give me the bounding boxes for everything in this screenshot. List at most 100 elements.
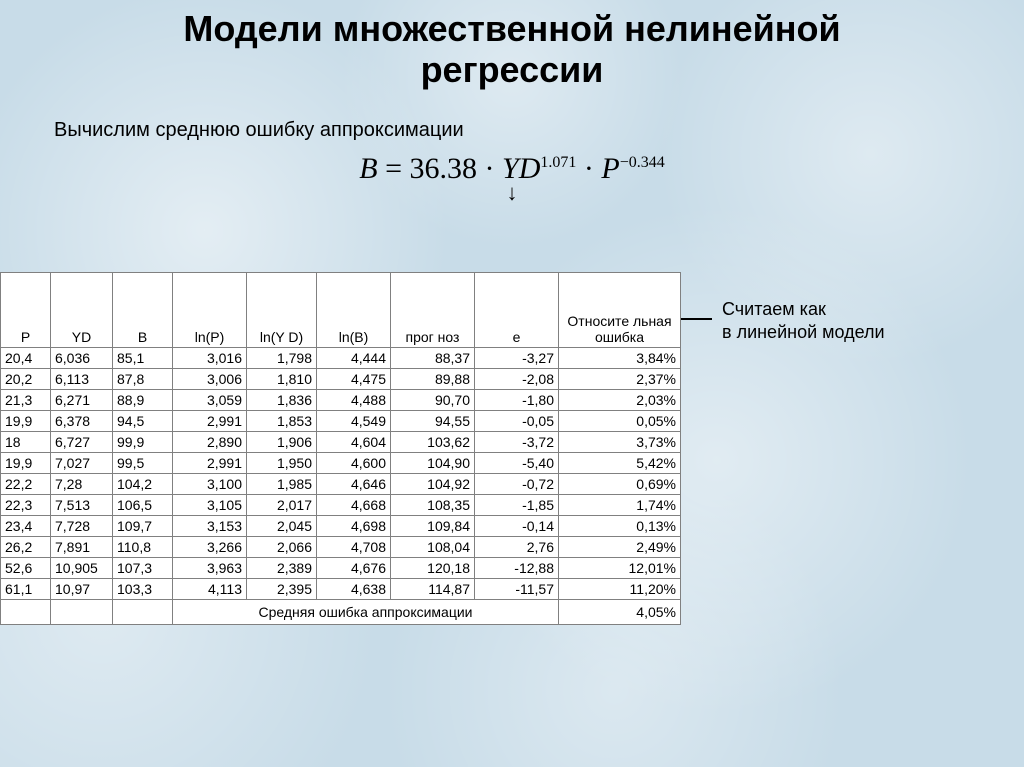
col-header: Относите льная ошибка bbox=[559, 273, 681, 348]
cell: 52,6 bbox=[1, 558, 51, 579]
cell: 87,8 bbox=[113, 369, 173, 390]
cell: -12,88 bbox=[475, 558, 559, 579]
formula-coef: 36.38 bbox=[410, 152, 478, 185]
cell: 61,1 bbox=[1, 579, 51, 600]
cell: 1,906 bbox=[247, 432, 317, 453]
cell: 0,05% bbox=[559, 411, 681, 432]
cell: 109,7 bbox=[113, 516, 173, 537]
cell: 23,4 bbox=[1, 516, 51, 537]
col-header: прог ноз bbox=[391, 273, 475, 348]
cell: -3,72 bbox=[475, 432, 559, 453]
annotation: Считаем как в линейной модели bbox=[722, 298, 885, 345]
cell: 103,3 bbox=[113, 579, 173, 600]
footer-value: 4,05% bbox=[559, 600, 681, 625]
cell: -2,08 bbox=[475, 369, 559, 390]
cell: 4,488 bbox=[317, 390, 391, 411]
table-row: 21,36,27188,93,0591,8364,48890,70-1,802,… bbox=[1, 390, 681, 411]
cell: 4,676 bbox=[317, 558, 391, 579]
table-footer: Средняя ошибка аппроксимации 4,05% bbox=[1, 600, 681, 625]
cell: 110,8 bbox=[113, 537, 173, 558]
cell: 7,513 bbox=[51, 495, 113, 516]
cell: 5,42% bbox=[559, 453, 681, 474]
formula-exp2: −0.344 bbox=[620, 154, 665, 171]
cell: 2,49% bbox=[559, 537, 681, 558]
cell: 99,9 bbox=[113, 432, 173, 453]
cell: 3,963 bbox=[173, 558, 247, 579]
cell: 2,395 bbox=[247, 579, 317, 600]
table-row: 23,47,728109,73,1532,0454,698109,84-0,14… bbox=[1, 516, 681, 537]
cell: 1,798 bbox=[247, 348, 317, 369]
cell: 2,76 bbox=[475, 537, 559, 558]
table-row: 19,97,02799,52,9911,9504,600104,90-5,405… bbox=[1, 453, 681, 474]
cell: 22,2 bbox=[1, 474, 51, 495]
cell: 1,810 bbox=[247, 369, 317, 390]
col-header: P bbox=[1, 273, 51, 348]
footer-blank bbox=[51, 600, 113, 625]
cell: 18 bbox=[1, 432, 51, 453]
col-header: B bbox=[113, 273, 173, 348]
data-table-container: PYDBln(P)ln(Y D)ln(B)прог нозeОтносите л… bbox=[0, 272, 680, 625]
cell: -11,57 bbox=[475, 579, 559, 600]
cell: 108,04 bbox=[391, 537, 475, 558]
footer-blank bbox=[113, 600, 173, 625]
cell: 114,87 bbox=[391, 579, 475, 600]
cell: 3,016 bbox=[173, 348, 247, 369]
cell: 22,3 bbox=[1, 495, 51, 516]
cell: 3,100 bbox=[173, 474, 247, 495]
cell: 4,646 bbox=[317, 474, 391, 495]
cell: 4,444 bbox=[317, 348, 391, 369]
cell: 7,728 bbox=[51, 516, 113, 537]
cell: 2,389 bbox=[247, 558, 317, 579]
cell: 20,4 bbox=[1, 348, 51, 369]
cell: 108,35 bbox=[391, 495, 475, 516]
cell: 1,853 bbox=[247, 411, 317, 432]
cell: 7,28 bbox=[51, 474, 113, 495]
cell: 4,668 bbox=[317, 495, 391, 516]
cell: 2,017 bbox=[247, 495, 317, 516]
cell: 120,18 bbox=[391, 558, 475, 579]
cell: 4,113 bbox=[173, 579, 247, 600]
cell: 3,84% bbox=[559, 348, 681, 369]
table-row: 20,26,11387,83,0061,8104,47589,88-2,082,… bbox=[1, 369, 681, 390]
cell: 4,638 bbox=[317, 579, 391, 600]
formula-var2: P bbox=[601, 152, 619, 185]
cell: 2,066 bbox=[247, 537, 317, 558]
cell: 4,475 bbox=[317, 369, 391, 390]
table-row: 22,37,513106,53,1052,0174,668108,35-1,85… bbox=[1, 495, 681, 516]
subtitle: Вычислим среднюю ошибку аппроксимации bbox=[54, 119, 1024, 142]
cell: -3,27 bbox=[475, 348, 559, 369]
cell: 2,37% bbox=[559, 369, 681, 390]
cell: 19,9 bbox=[1, 453, 51, 474]
cell: 20,2 bbox=[1, 369, 51, 390]
cell: 0,69% bbox=[559, 474, 681, 495]
cell: 26,2 bbox=[1, 537, 51, 558]
cell: 7,891 bbox=[51, 537, 113, 558]
cell: 99,5 bbox=[113, 453, 173, 474]
down-arrow-icon: ↓ bbox=[0, 188, 1024, 198]
cell: 6,113 bbox=[51, 369, 113, 390]
cell: 6,378 bbox=[51, 411, 113, 432]
slide-title: Модели множественной нелинейной регресси… bbox=[0, 0, 1024, 91]
table-row: 26,27,891110,83,2662,0664,708108,042,762… bbox=[1, 537, 681, 558]
cell: 6,036 bbox=[51, 348, 113, 369]
formula-eq: = bbox=[378, 152, 410, 185]
cell: 4,708 bbox=[317, 537, 391, 558]
cell: 94,55 bbox=[391, 411, 475, 432]
cell: 4,549 bbox=[317, 411, 391, 432]
data-table: PYDBln(P)ln(Y D)ln(B)прог нозeОтносите л… bbox=[0, 272, 681, 625]
cell: 2,890 bbox=[173, 432, 247, 453]
footer-row: Средняя ошибка аппроксимации 4,05% bbox=[1, 600, 681, 625]
table-body: 20,46,03685,13,0161,7984,44488,37-3,273,… bbox=[1, 348, 681, 600]
col-header: ln(B) bbox=[317, 273, 391, 348]
footer-blank bbox=[1, 600, 51, 625]
cell: 6,271 bbox=[51, 390, 113, 411]
col-header: ln(Y D) bbox=[247, 273, 317, 348]
cell: 109,84 bbox=[391, 516, 475, 537]
cell: 104,90 bbox=[391, 453, 475, 474]
cell: 2,991 bbox=[173, 411, 247, 432]
cell: 4,600 bbox=[317, 453, 391, 474]
cell: 88,37 bbox=[391, 348, 475, 369]
cell: 19,9 bbox=[1, 411, 51, 432]
cell: 21,3 bbox=[1, 390, 51, 411]
cell: 10,905 bbox=[51, 558, 113, 579]
